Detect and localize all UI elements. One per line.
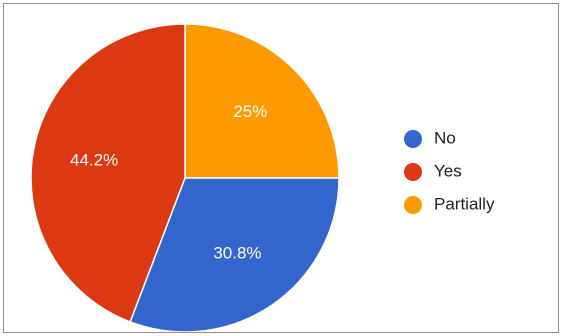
pie-chart: 25% 30.8% 44.2% No Yes Partially <box>30 23 495 332</box>
chart-frame: 25% 30.8% 44.2% No Yes Partially <box>3 3 559 333</box>
legend-item-yes[interactable]: Yes <box>404 161 462 181</box>
slice-label-no: 30.8% <box>213 244 261 263</box>
legend-label-partially: Partially <box>434 194 495 213</box>
legend-label-no: No <box>434 128 456 147</box>
legend-item-no[interactable]: No <box>404 128 456 148</box>
pie-slice-no <box>129 177 340 332</box>
legend-swatch-yes <box>404 163 422 181</box>
pie-slice-yes <box>30 23 186 323</box>
pie-slice-partially <box>184 23 340 179</box>
slice-label-partially: 25% <box>233 102 267 121</box>
pie-slices <box>30 23 340 332</box>
legend: No Yes Partially <box>404 128 495 214</box>
pie-slice-labels: 25% 30.8% 44.2% <box>70 102 267 262</box>
legend-item-partially[interactable]: Partially <box>404 194 495 214</box>
legend-label-yes: Yes <box>434 161 462 180</box>
legend-swatch-partially <box>404 196 422 214</box>
slice-label-yes: 44.2% <box>70 151 118 170</box>
legend-swatch-no <box>404 130 422 148</box>
